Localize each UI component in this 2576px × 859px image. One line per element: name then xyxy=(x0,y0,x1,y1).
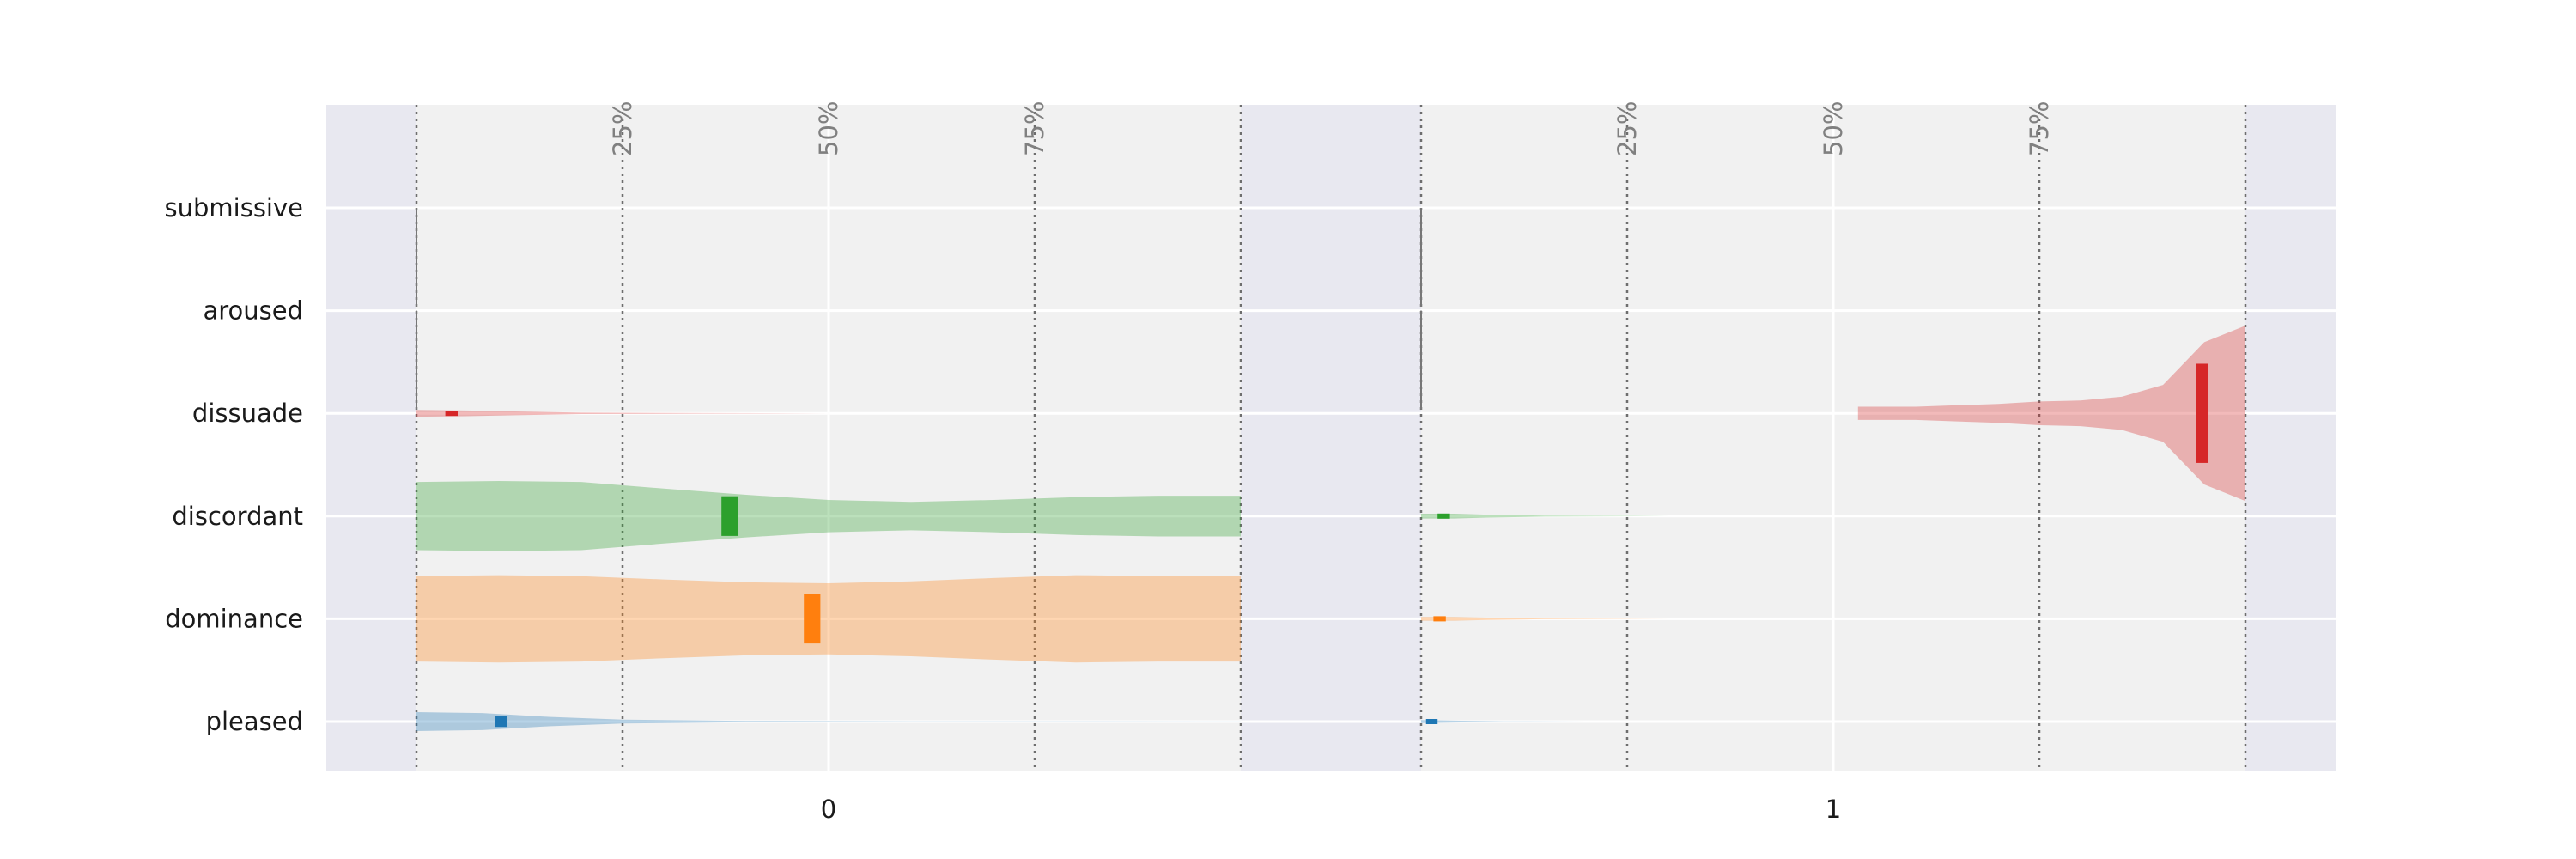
percentile-label: 50% xyxy=(1819,101,1848,156)
y-tick-label: dissuade xyxy=(192,399,303,428)
iqr-box-discordant xyxy=(1437,513,1450,519)
plot-area: 25% 50% 75% 25% 50% 75% xyxy=(326,101,2336,771)
percentile-label: 25% xyxy=(608,101,637,156)
violin-dominance xyxy=(1421,617,1668,621)
iqr-box-pleased xyxy=(495,716,507,728)
iqr-box-dissuade xyxy=(2196,363,2208,463)
violin-discordant xyxy=(416,481,1241,551)
y-tick-label: aroused xyxy=(203,296,303,326)
violin-dominance xyxy=(416,575,1241,663)
y-axis: submissive aroused dissuade discordant domin… xyxy=(165,193,303,736)
y-tick-label: submissive xyxy=(165,193,303,222)
violin-pleased xyxy=(416,712,1241,731)
y-tick-label: discordant xyxy=(172,502,303,531)
percentile-label: 25% xyxy=(1613,101,1642,156)
violin-dissuade xyxy=(1857,326,2245,502)
percentile-label: 75% xyxy=(2025,101,2054,156)
y-tick-label: dominance xyxy=(165,604,303,633)
percentile-label: 75% xyxy=(1020,101,1049,156)
iqr-box-dissuade xyxy=(445,411,458,417)
percentile-label: 50% xyxy=(814,101,843,156)
iqr-box-dominance xyxy=(804,594,821,644)
y-tick-label: pleased xyxy=(206,707,303,736)
iqr-box-pleased xyxy=(1425,719,1438,724)
iqr-box-dominance xyxy=(1433,616,1446,622)
x-tick-label: 0 xyxy=(821,795,836,824)
iqr-box-discordant xyxy=(721,496,738,536)
violin-dissuade xyxy=(416,410,829,417)
violin-discordant xyxy=(1421,514,1668,519)
x-tick-label: 1 xyxy=(1826,795,1841,824)
violin-pleased xyxy=(1421,720,1586,723)
